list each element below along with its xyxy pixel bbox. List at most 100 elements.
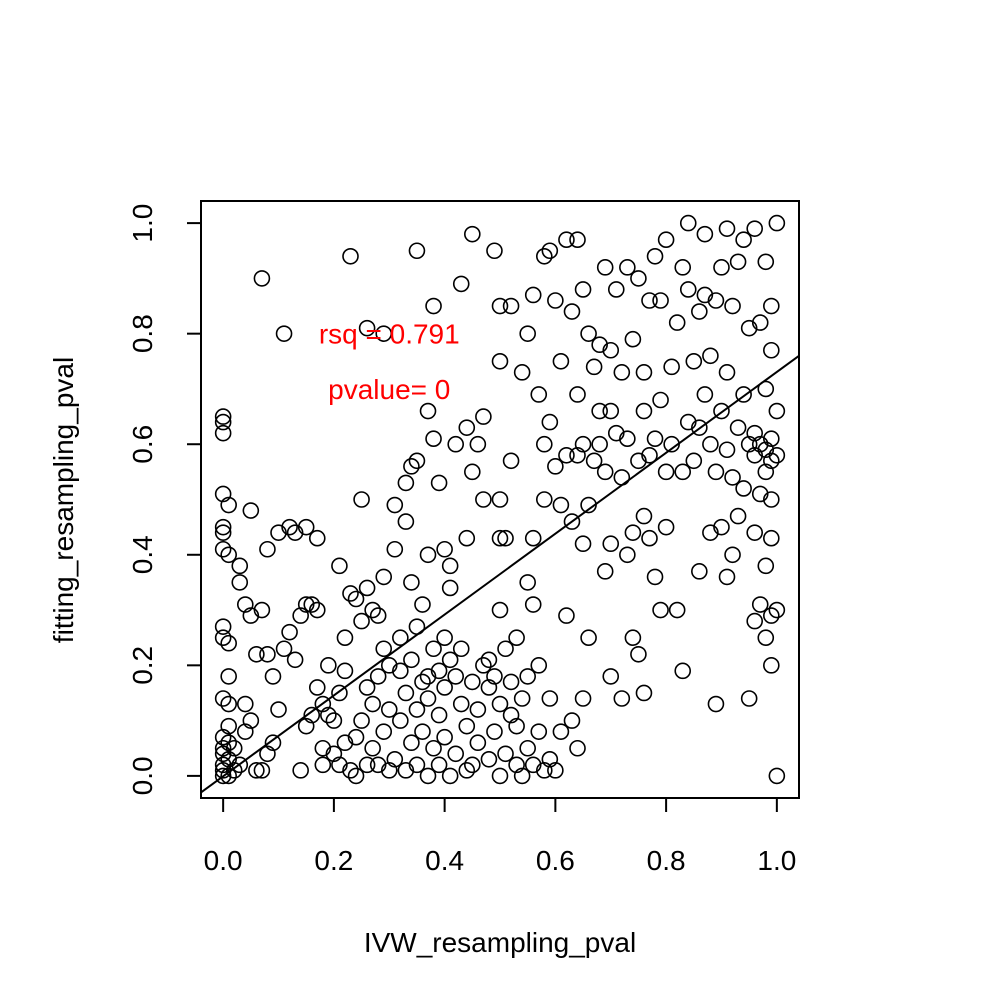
data-point [635,364,653,381]
data-point [358,756,376,774]
data-point [547,458,564,475]
y-tick-label: 0.4 [127,535,158,574]
data-point [314,756,332,774]
data-point [746,446,764,464]
data-point [513,690,531,707]
data-point [702,347,719,365]
data-point [491,601,509,619]
data-point [663,435,680,453]
data-point [475,408,492,425]
data-point [547,292,564,309]
data-point [419,668,437,685]
data-point [480,751,498,768]
data-point [364,695,381,713]
data-point [729,253,747,271]
data-point [552,723,570,740]
data-point [458,419,476,436]
data-point [757,380,775,398]
data-point [624,629,642,646]
data-point [757,629,775,646]
data-point [502,452,520,470]
data-point [751,435,769,453]
data-point [403,458,420,475]
data-point [652,601,669,619]
data-point [569,386,586,403]
data-point [763,430,780,447]
data-point [657,231,675,248]
data-point [668,314,686,331]
data-point [691,303,708,320]
data-point [347,590,365,608]
data-point [679,413,697,431]
data-point [220,734,237,752]
data-point [369,607,387,624]
data-point [220,634,237,652]
data-point [619,546,636,564]
data-point [358,319,376,337]
data-point [729,507,747,525]
data-point [768,601,786,619]
data-point [214,629,232,646]
data-point [320,657,337,674]
data-point [652,292,669,309]
data-point [214,762,232,779]
data-point [392,629,409,646]
data-point [524,529,542,547]
data-point [447,668,465,685]
data-point [253,762,271,779]
data-point [231,756,249,774]
data-point [275,640,293,658]
data-point [619,259,636,276]
data-point [768,402,786,420]
data-point [214,413,232,431]
fit-line [200,354,800,794]
data-point [336,734,354,752]
data-point [436,728,453,746]
data-point [480,679,498,696]
data-point [668,601,686,619]
data-point [358,679,376,696]
data-point [325,745,343,763]
data-point [751,485,769,503]
data-point [264,668,282,685]
data-point [497,745,514,763]
data-point [325,712,343,729]
data-point [419,402,437,420]
data-point [452,695,470,713]
data-point [220,695,237,713]
data-point [569,231,586,248]
data-point [436,679,453,696]
data-point [541,413,559,431]
data-point [740,319,758,337]
data-point [464,225,481,243]
data-point [292,607,309,624]
data-point [763,491,780,508]
data-point [375,568,393,586]
data-point [364,601,381,619]
data-point [275,325,293,342]
data-point [436,540,453,558]
data-point [574,281,592,298]
data-point [430,756,448,774]
data-point [757,441,775,459]
data-point [696,286,714,304]
data-point [691,419,708,436]
data-point [641,292,658,309]
data-point [508,756,525,774]
data-point [486,668,503,685]
data-point [674,259,692,276]
data-point [530,386,548,403]
data-point [214,408,232,425]
data-point [541,690,559,707]
data-point [602,341,620,359]
data-point [558,231,575,248]
data-point [513,364,531,381]
data-point [519,325,536,342]
data-point [375,723,393,740]
data-point [596,259,614,276]
data-point [408,756,426,774]
data-point [242,712,260,729]
data-point [441,651,459,669]
data-point [486,242,503,260]
